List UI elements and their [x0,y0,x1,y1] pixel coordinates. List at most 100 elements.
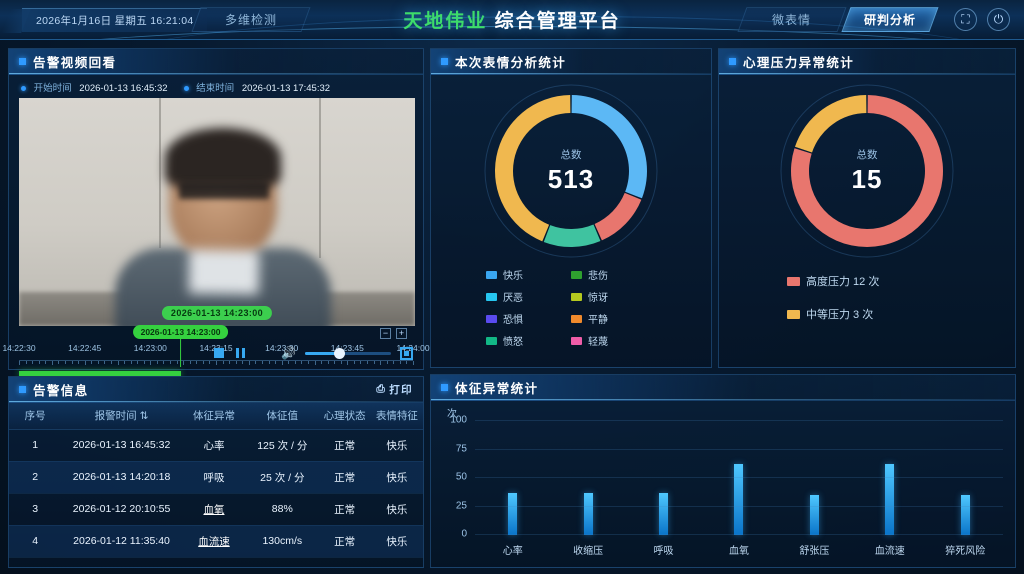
legend-label: 厌恶 [503,293,523,304]
bar-column[interactable]: 猝死风险 [939,421,991,557]
x-axis-label: 舒张压 [799,546,830,557]
bar-column[interactable]: 血流速 [864,421,916,557]
legend-swatch-icon [787,276,800,286]
header-icon-group: ⛶ ⏻ [954,8,1010,31]
video-fullscreen-icon[interactable] [400,346,413,360]
video-player[interactable]: 2026-01-13 14:23:00 [19,98,415,326]
legend-item[interactable]: 惊讶 [571,289,656,304]
x-axis-label: 呼吸 [653,546,674,557]
speaker-icon[interactable]: 🔊 [281,346,296,360]
table-row[interactable]: 1 2026-01-13 16:45:32 心率 125 次 / 分正常 快乐 [9,429,423,462]
legend-item[interactable]: 悲伤 [571,267,656,282]
stress-donut-chart: 总数 15 [719,75,1015,267]
bar-column[interactable]: 呼吸 [638,421,690,557]
legend-label: 平静 [588,315,608,326]
legend-item[interactable]: 厌恶 [486,289,571,304]
bar-column[interactable]: 舒张压 [788,421,840,557]
legend-item[interactable]: 愤怒 [486,333,571,348]
bar[interactable] [809,495,819,535]
zoom-out-icon[interactable]: − [380,328,391,339]
bar-column[interactable]: 心率 [487,421,539,557]
timeline-cursor[interactable]: 2026-01-13 14:23:00 [132,325,229,367]
table-cell-sign[interactable]: 血流速 [181,525,247,558]
table-cell-emotion: 快乐 [370,525,423,558]
legend-label: 恐惧 [503,315,523,326]
pause-icon[interactable] [236,348,246,358]
video-end-label: 结束时间 [196,83,235,94]
legend-item[interactable]: 中等压力 3 次 [787,306,947,322]
donut-slice[interactable] [495,95,571,242]
stop-icon[interactable] [214,348,224,358]
donut-slice[interactable] [594,192,642,241]
nav-tab-microexpression[interactable]: 微表情 [737,7,847,32]
donut-slice[interactable] [794,95,867,153]
stress-donut-svg [780,84,954,258]
grid-line: 0 [461,529,1003,540]
bar[interactable] [583,492,593,535]
y-axis-tick: 75 [455,443,467,454]
alarm-column-header: 体征值 [246,403,319,430]
alarm-info-panel: 告警信息 ⎙ 打印 序号 报警时间 ⇅ 体征异常 体征值 心理状态 表情特征 1 2026-… [8,376,424,568]
video-timeline[interactable]: − + 14:22:3014:22:4514:23:0014:23:1514:2… [2,325,430,384]
timeline-zoom-group: − + [380,328,407,339]
video-start-time: 开始时间 2026-01-13 16:45:32 [21,80,168,94]
table-row[interactable]: 4 2026-01-12 11:35:40 血流速 130cm/s 正常 快乐 [9,525,423,558]
bar-column[interactable]: 收缩压 [562,421,614,557]
alarm-column-header: 体征异常 [181,403,247,430]
table-cell-time: 2026-01-12 11:35:40 [61,525,182,558]
timeline-progress[interactable] [19,371,181,376]
emotion-title-text: 本次表情分析统计 [455,56,567,70]
volume-slider[interactable] [305,347,391,359]
zoom-in-icon[interactable]: + [396,328,407,339]
emotion-total-value: 513 [547,164,595,194]
bar[interactable] [960,495,970,535]
table-cell-value: 125 次 / 分 [246,429,319,462]
video-start-value: 2026-01-13 16:45:32 [79,83,168,94]
table-cell-sign[interactable]: 血氧 [181,493,247,526]
alarm-video-title-text: 告警视频回看 [33,56,117,70]
video-end-value: 2026-01-13 17:45:32 [241,83,331,94]
legend-label: 愤怒 [503,337,523,348]
table-row[interactable]: 3 2026-01-12 20:10:55 血氧 88% 正常 快乐 [9,493,423,526]
header-clock: 2026年1月16日 星期五 16:21:04 [22,8,208,32]
bar[interactable] [734,464,744,535]
panel-bullet-icon [19,386,26,393]
video-time-range: 开始时间 2026-01-13 16:45:32 结束时间 2026-01-13… [9,75,423,98]
legend-swatch-icon [571,270,582,279]
nav-tab-analysis[interactable]: 研判分析 [841,7,939,32]
legend-swatch-icon [571,292,582,301]
sign-title-text: 体征异常统计 [455,382,539,396]
legend-item[interactable]: 高度压力 12 次 [787,273,947,289]
bar-column[interactable]: 血氧 [713,421,765,557]
donut-slice[interactable] [543,224,601,247]
brand-platform: 综合管理平台 [494,11,621,32]
x-axis-label: 心率 [502,546,523,557]
power-icon[interactable]: ⏻ [987,8,1010,31]
bar[interactable] [885,464,895,535]
fullscreen-icon[interactable]: ⛶ [954,8,977,31]
legend-swatch-icon [571,336,582,345]
legend-label: 中等压力 3 次 [806,309,874,321]
table-cell-no: 1 [9,429,62,462]
emotion-donut-chart: 总数 513 [431,75,711,267]
legend-item[interactable]: 平静 [571,311,656,326]
bar[interactable] [659,492,669,535]
legend-label: 轻蔑 [588,337,608,348]
bullet-icon [21,86,26,91]
timeline-tick-label: 14:23:30 [265,343,299,353]
legend-item[interactable]: 轻蔑 [571,333,656,348]
bar[interactable] [508,492,518,535]
table-cell-emotion: 快乐 [370,461,423,494]
grid-line: 100 [450,415,1003,426]
timeline-tick-label: 14:23:45 [330,343,364,353]
alarm-column-header[interactable]: 报警时间 ⇅ [61,403,182,430]
emotion-donut-svg [484,84,658,258]
table-cell-time: 2026-01-13 16:45:32 [61,429,182,462]
legend-item[interactable]: 快乐 [486,267,571,282]
legend-item[interactable]: 恐惧 [486,311,571,326]
print-button[interactable]: ⎙ 打印 [376,382,413,397]
wall-seam-right [319,98,321,258]
donut-slice[interactable] [571,95,647,199]
table-row[interactable]: 2 2026-01-13 14:20:18 呼吸 25 次 / 分正常 快乐 [9,461,423,494]
